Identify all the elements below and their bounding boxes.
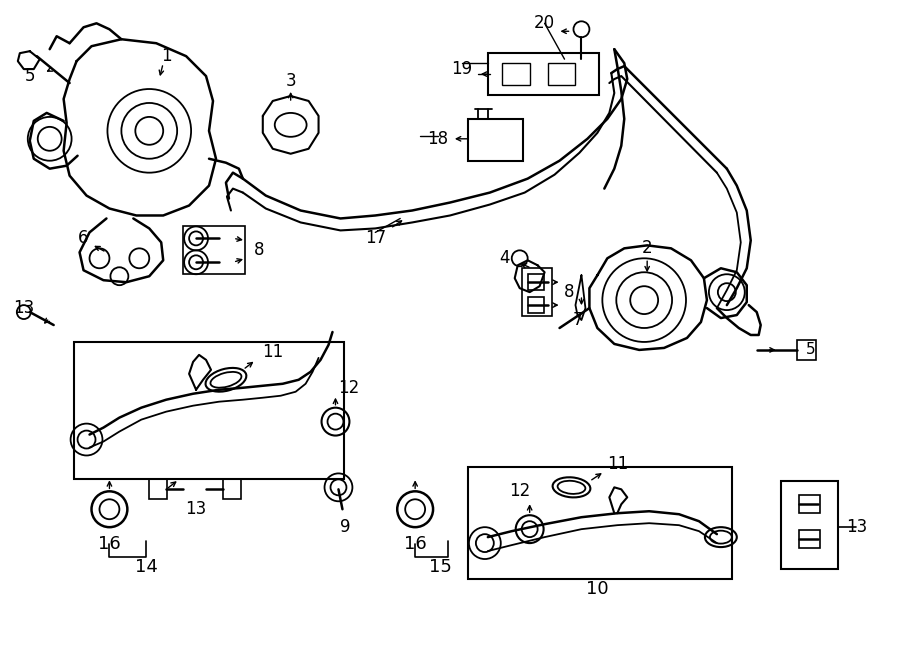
- Text: 4: 4: [500, 249, 510, 267]
- Text: 11: 11: [262, 343, 284, 361]
- Text: 1: 1: [161, 47, 172, 65]
- Bar: [796, 340, 816, 360]
- Bar: [547, 63, 575, 85]
- Bar: [74, 342, 345, 479]
- Bar: [798, 495, 821, 513]
- Text: 17: 17: [364, 229, 386, 247]
- Text: 13: 13: [14, 299, 34, 317]
- Text: 15: 15: [428, 558, 452, 576]
- Text: 12: 12: [338, 379, 359, 397]
- Text: 19: 19: [452, 60, 472, 78]
- Bar: [468, 119, 523, 161]
- Text: 6: 6: [78, 229, 89, 247]
- Bar: [527, 297, 544, 313]
- Text: 14: 14: [135, 558, 158, 576]
- Text: 5: 5: [806, 342, 815, 358]
- Text: 18: 18: [428, 130, 448, 148]
- Text: 2: 2: [642, 239, 652, 257]
- Bar: [183, 227, 245, 274]
- Text: 7: 7: [572, 311, 582, 329]
- Bar: [223, 479, 241, 499]
- Text: 12: 12: [509, 483, 530, 500]
- Bar: [780, 481, 839, 569]
- Text: 13: 13: [846, 518, 867, 536]
- Text: 20: 20: [534, 15, 555, 32]
- Text: 9: 9: [340, 518, 351, 536]
- Bar: [527, 274, 544, 290]
- Text: 8: 8: [254, 241, 264, 259]
- Text: 16: 16: [98, 535, 121, 553]
- Bar: [149, 479, 167, 499]
- Bar: [488, 53, 599, 95]
- Bar: [522, 268, 552, 316]
- Text: 5: 5: [24, 67, 35, 85]
- Bar: [502, 63, 530, 85]
- Text: 16: 16: [404, 535, 427, 553]
- Text: 11: 11: [607, 455, 628, 473]
- Text: 3: 3: [285, 72, 296, 90]
- Text: 8: 8: [564, 283, 575, 301]
- Text: 10: 10: [586, 580, 608, 598]
- Text: 13: 13: [185, 500, 207, 518]
- Bar: [468, 467, 732, 579]
- Bar: [798, 530, 821, 548]
